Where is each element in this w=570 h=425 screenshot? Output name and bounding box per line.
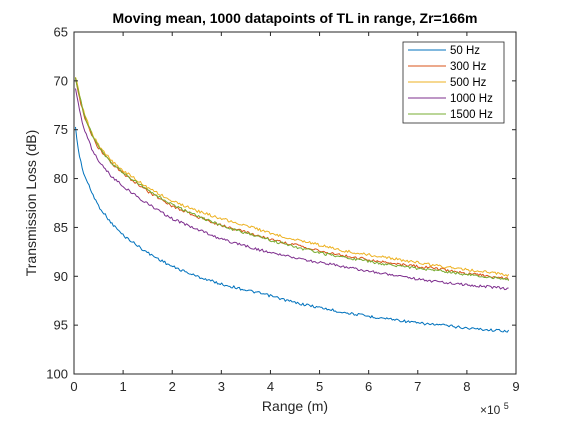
y-tick-label: 85 [54,220,68,235]
legend-label: 1000 Hz [450,93,493,105]
y-tick-label: 65 [54,25,68,40]
x-tick-label: 4 [267,379,274,394]
y-tick-label: 70 [54,73,68,88]
x-tick-label: 9 [512,379,519,394]
legend: 50 Hz 300 Hz 500 Hz 1000 Hz 1500 Hz [403,42,504,123]
x-tick-label: 3 [218,379,225,394]
x-tick-label: 7 [414,379,421,394]
legend-label: 500 Hz [450,77,487,89]
x-tick-label: 5 [316,379,323,394]
y-tick-label: 80 [54,171,68,186]
x-axis-exponent-power: 5 [504,401,509,411]
x-tick-label: 6 [365,379,372,394]
y-tick-label: 90 [54,269,68,284]
legend-label: 50 Hz [450,45,480,57]
x-tick-label: 2 [169,379,176,394]
x-tick-label: 1 [119,379,126,394]
x-tick-label: 8 [463,379,470,394]
x-axis-exponent-base: ×10 [480,403,501,417]
chart-title: Moving mean, 1000 datapoints of TL in ra… [113,10,478,26]
y-tick-label: 100 [46,367,68,382]
x-axis-exponent: ×10 5 [480,401,509,417]
legend-label: 1500 Hz [450,109,493,121]
x-axis-label: Range (m) [262,398,328,414]
x-tick-label: 0 [70,379,77,394]
y-tick-label: 95 [54,318,68,333]
y-tick-label: 75 [54,122,68,137]
legend-label: 300 Hz [450,61,487,73]
y-axis-label: Transmission Loss (dB) [23,130,39,277]
